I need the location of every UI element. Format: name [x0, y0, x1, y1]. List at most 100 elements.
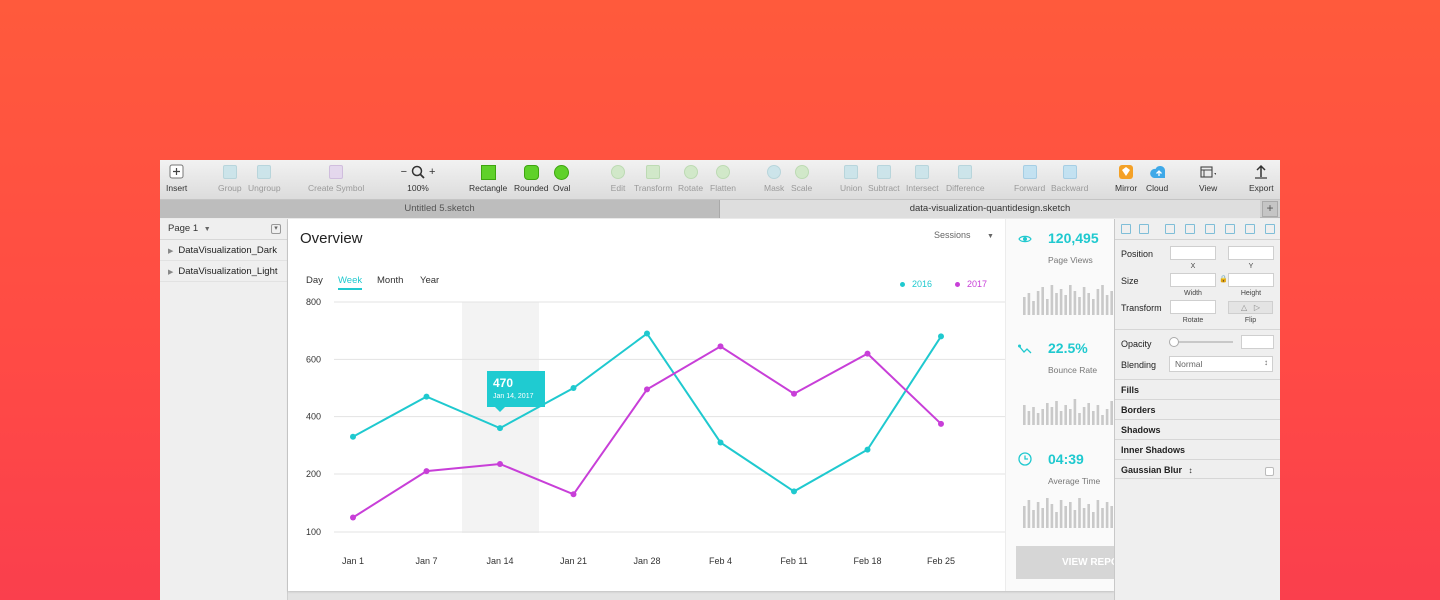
edit-icon — [610, 164, 626, 180]
width-label: Width — [1184, 290, 1202, 297]
create-symbol-button[interactable]: Create Symbol — [308, 164, 364, 193]
disclosure-triangle-icon[interactable]: ▶ — [168, 248, 174, 255]
transform-icon — [645, 164, 661, 180]
lock-icon[interactable]: 🔒 — [1219, 276, 1228, 283]
legend-item-2017[interactable]: 2017 — [955, 279, 987, 289]
cloud-label: Cloud — [1146, 183, 1169, 193]
oval-button[interactable]: Oval — [553, 164, 570, 193]
layer-item-dark[interactable]: ▶ DataVisualization_Dark — [160, 240, 287, 261]
subtract-button[interactable]: Subtract — [868, 164, 900, 193]
tab-week[interactable]: Week — [338, 275, 363, 290]
rounded-rectangle-icon — [523, 164, 539, 180]
difference-button[interactable]: Difference — [946, 164, 985, 193]
transform-label: Transform — [1121, 303, 1162, 313]
opacity-input[interactable] — [1241, 335, 1274, 349]
sparkline — [1023, 399, 1113, 425]
x-label: X — [1190, 263, 1196, 270]
sparkline-bar — [1105, 502, 1109, 528]
layer-item-light[interactable]: ▶ DataVisualization_Light — [160, 261, 287, 282]
blending-select[interactable]: Normal ↕ — [1169, 356, 1273, 372]
sparkline-bar — [1027, 411, 1031, 425]
sparkline-bar — [1110, 401, 1113, 425]
flip-horizontal-icon[interactable]: △ — [1241, 303, 1248, 312]
page-selector[interactable]: Page 1 ▼ ▾ — [160, 219, 287, 240]
mirror-button[interactable]: Mirror — [1115, 164, 1137, 193]
insert-button[interactable]: Insert — [166, 164, 187, 193]
sparkline-bar — [1041, 409, 1044, 425]
fills-section[interactable]: Fills — [1115, 379, 1280, 399]
oval-icon — [554, 164, 570, 180]
tab-month[interactable]: Month — [377, 275, 404, 286]
sparkline-bar — [1110, 506, 1113, 528]
opacity-slider-track[interactable] — [1173, 341, 1233, 343]
collapse-icon[interactable]: ▾ — [271, 224, 281, 234]
disclosure-triangle-icon[interactable]: ▶ — [168, 269, 174, 276]
view-button[interactable]: View — [1199, 164, 1217, 193]
add-tab-button[interactable]: + — [1262, 201, 1278, 217]
rectangle-label: Rectangle — [469, 183, 508, 193]
flip-vertical-icon[interactable]: ▷ — [1253, 303, 1260, 312]
updown-chevron-icon[interactable]: ↕ — [1188, 466, 1193, 475]
opacity-slider-knob[interactable] — [1169, 337, 1179, 347]
intersect-button[interactable]: Intersect — [906, 164, 939, 193]
view-label: View — [1199, 183, 1218, 193]
sparkline-bar — [1101, 285, 1104, 315]
borders-section[interactable]: Borders — [1115, 399, 1280, 419]
rotate-button[interactable]: Rotate — [678, 164, 703, 193]
gaussian-blur-section[interactable]: Gaussian Blur ↕ — [1115, 459, 1280, 479]
y-input[interactable] — [1228, 246, 1274, 260]
union-button[interactable]: Union — [840, 164, 862, 193]
cloud-button[interactable]: Cloud — [1146, 164, 1168, 193]
data-point-2017 — [570, 491, 577, 498]
sessions-dropdown[interactable]: Sessions ▼ — [934, 230, 994, 240]
forward-icon — [1022, 164, 1038, 180]
sparkline-bar — [1105, 295, 1109, 315]
sparkline-bar — [1032, 510, 1035, 528]
distribute-horizontal-icon[interactable] — [1121, 224, 1131, 234]
canvas[interactable]: Overview Sessions ▼ Day Week Month Year … — [288, 219, 1114, 600]
x-input[interactable] — [1170, 246, 1216, 260]
distribute-vertical-icon[interactable] — [1139, 224, 1149, 234]
align-right-icon[interactable] — [1205, 224, 1215, 234]
inner-shadows-section[interactable]: Inner Shadows — [1115, 439, 1280, 459]
zoom-control[interactable]: − + 100% — [396, 164, 440, 193]
shadows-section[interactable]: Shadows — [1115, 419, 1280, 439]
rectangle-button[interactable]: Rectangle — [469, 164, 507, 193]
document-tabs: Untitled 5.sketch data-visualization-qua… — [160, 200, 1280, 218]
dashboard-artboard[interactable]: Overview Sessions ▼ Day Week Month Year … — [288, 219, 1114, 591]
ungroup-button[interactable]: Ungroup — [248, 164, 281, 193]
tab-year[interactable]: Year — [420, 275, 440, 286]
mask-button[interactable]: Mask — [764, 164, 784, 193]
height-input[interactable] — [1228, 273, 1274, 287]
tab-data-visualization[interactable]: data-visualization-quantidesign.sketch — [720, 200, 1260, 218]
tab-untitled-5[interactable]: Untitled 5.sketch — [160, 200, 720, 218]
zoom-out-button[interactable]: − — [400, 166, 407, 178]
rounded-button[interactable]: Rounded — [514, 164, 549, 193]
align-left-icon[interactable] — [1165, 224, 1175, 234]
forward-button[interactable]: Forward — [1014, 164, 1045, 193]
align-top-icon[interactable] — [1225, 224, 1235, 234]
align-center-icon[interactable] — [1185, 224, 1195, 234]
width-input[interactable] — [1170, 273, 1216, 287]
sparkline-bar — [1046, 498, 1049, 528]
scale-button[interactable]: Scale — [791, 164, 812, 193]
legend-item-2016[interactable]: 2016 — [900, 279, 932, 289]
ungroup-icon — [256, 164, 272, 180]
transform-button[interactable]: Transform — [634, 164, 672, 193]
view-report-button[interactable]: VIEW REPORT — [1016, 546, 1114, 579]
align-bottom-icon[interactable] — [1265, 224, 1275, 234]
backward-button[interactable]: Backward — [1051, 164, 1088, 193]
flip-buttons[interactable]: △ ▷ — [1228, 301, 1273, 314]
gaussian-blur-checkbox[interactable] — [1265, 467, 1274, 476]
edit-button[interactable]: Edit — [610, 164, 626, 193]
tab-day[interactable]: Day — [306, 275, 323, 286]
zoom-in-button[interactable]: + — [429, 166, 436, 178]
flatten-button[interactable]: Flatten — [710, 164, 736, 193]
rotate-input[interactable] — [1170, 300, 1216, 314]
export-button[interactable]: Export — [1249, 164, 1274, 193]
sparkline-bar — [1092, 512, 1095, 528]
ungroup-label: Ungroup — [248, 183, 281, 193]
align-middle-icon[interactable] — [1245, 224, 1255, 234]
series-line-2016 — [352, 332, 942, 493]
group-button[interactable]: Group — [218, 164, 242, 193]
